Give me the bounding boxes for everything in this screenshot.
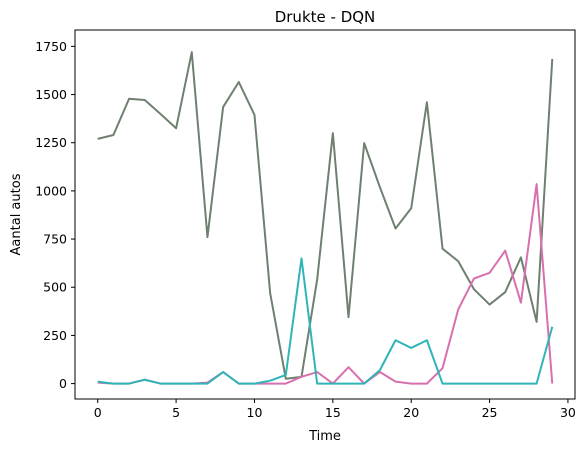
y-tick-label: 1500	[35, 87, 67, 102]
x-axis-ticks: 0 5 10 15 20 25 30	[94, 399, 576, 420]
x-tick-label: 20	[403, 405, 419, 420]
x-axis-label: Time	[308, 429, 341, 444]
series-line-3	[97, 257, 554, 385]
x-tick-label: 25	[482, 405, 498, 420]
plot-frame	[74, 29, 576, 400]
y-tick-label: 1000	[35, 183, 67, 198]
y-axis-ticks: 0 250 500 750 1000 1250 1500 1750	[35, 39, 75, 391]
series-layer	[97, 51, 554, 385]
y-tick-label: 1750	[35, 39, 67, 54]
y-tick-label: 1250	[35, 135, 67, 150]
x-tick-label: 10	[247, 405, 263, 420]
chart-title: Drukte - DQN	[275, 8, 376, 26]
series-line-1	[97, 51, 554, 380]
x-tick-label: 5	[172, 405, 180, 420]
y-tick-label: 750	[43, 232, 67, 247]
x-tick-label: 15	[325, 405, 341, 420]
y-tick-label: 0	[59, 376, 67, 391]
x-tick-label: 30	[560, 405, 576, 420]
y-tick-label: 500	[43, 280, 67, 295]
y-axis-label: Aantal autos	[9, 173, 24, 255]
y-tick-label: 250	[43, 328, 67, 343]
x-tick-label: 0	[94, 405, 102, 420]
